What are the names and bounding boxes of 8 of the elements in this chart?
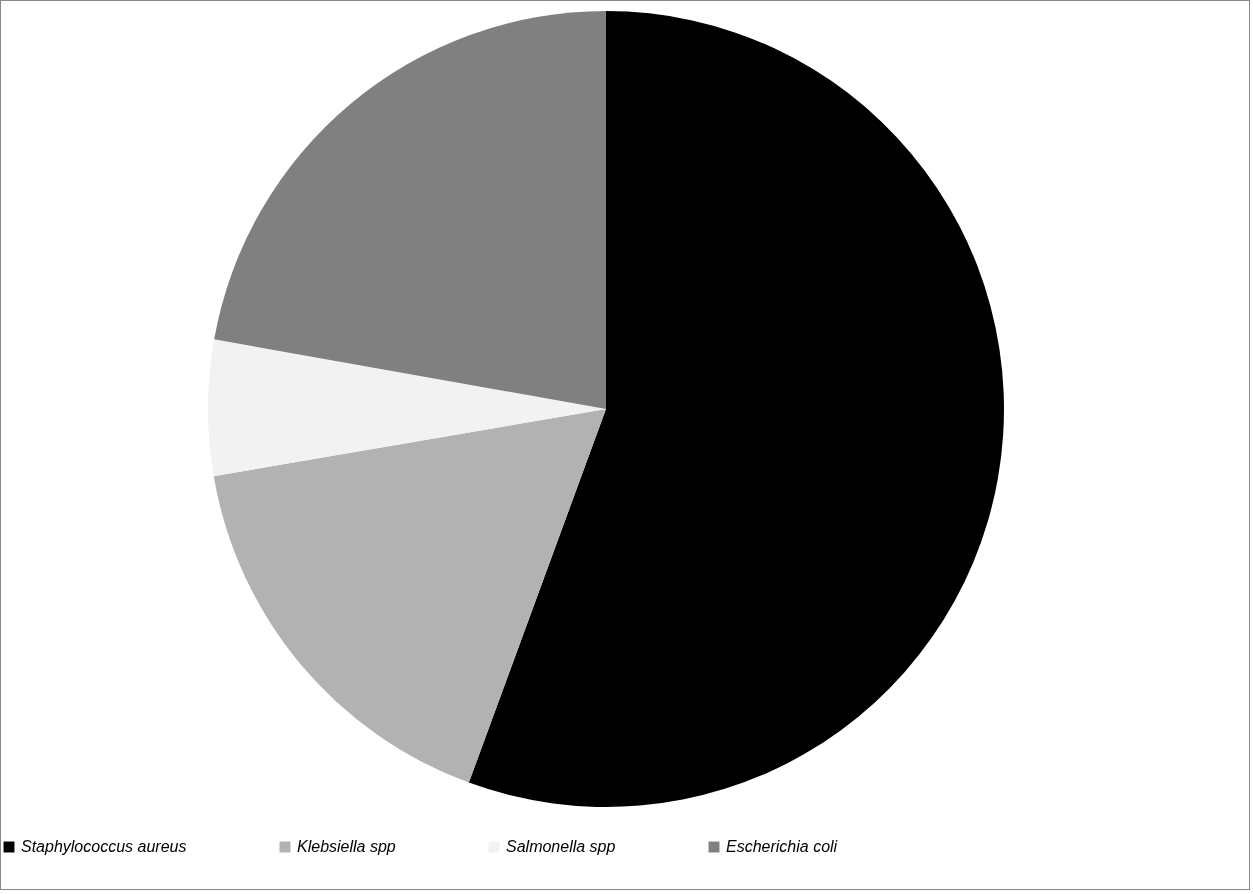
pie-slice [213, 409, 606, 783]
legend-label: Salmonella spp [506, 838, 616, 855]
pie-slice [214, 11, 606, 409]
pie-slice [208, 339, 606, 477]
legend-label: Staphylococcus aureus [21, 838, 187, 855]
pie-slice [468, 11, 1004, 807]
legend-label: Klebsiella spp [297, 838, 396, 855]
legend-label: Escherichia coli [726, 838, 838, 855]
